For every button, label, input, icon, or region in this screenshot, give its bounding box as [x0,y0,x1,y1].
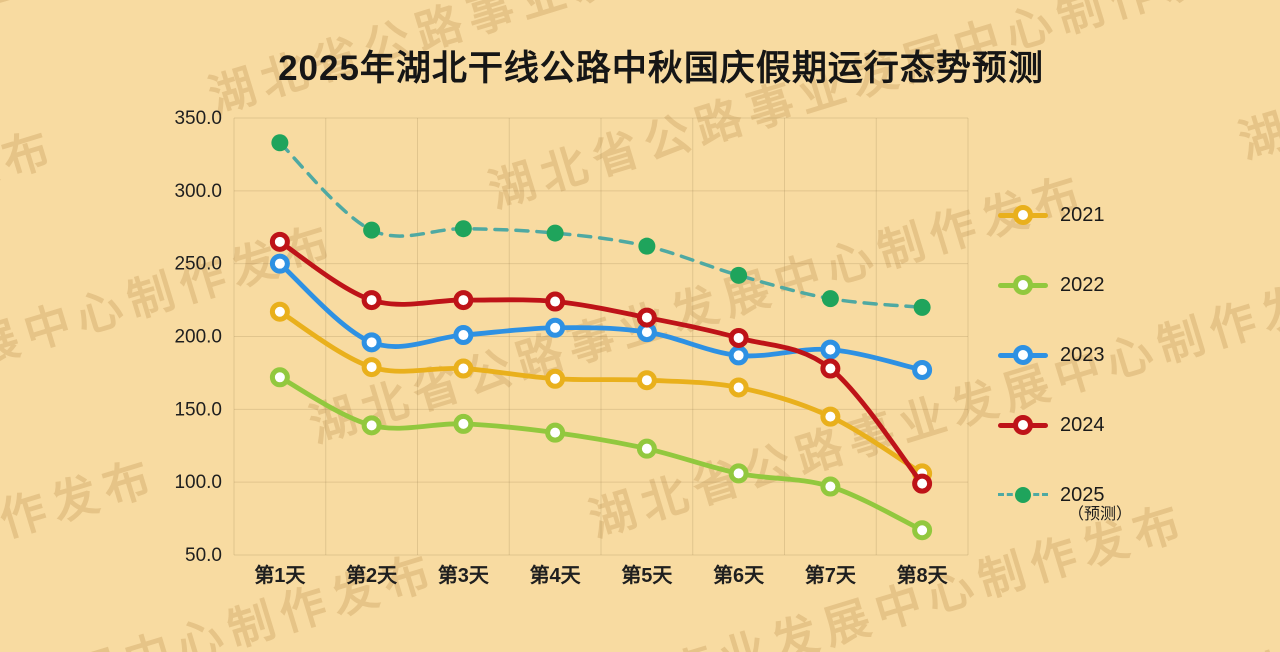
svg-text:第7天: 第7天 [805,563,857,587]
legend-item-2025: 2025 （预测） [998,484,1132,523]
svg-text:100.0: 100.0 [174,472,222,493]
svg-text:50.0: 50.0 [185,545,222,566]
svg-text:第6天: 第6天 [713,563,765,587]
legend-item-2024: 2024 [998,415,1132,435]
chart-legend: 2021 2022 2023 2024 2025 （预测） [998,205,1132,555]
legend-label-2021: 2021 [1060,204,1105,226]
legend-marker-2022-icon [998,275,1048,295]
legend-label-2023: 2023 [1060,344,1105,366]
svg-text:第2天: 第2天 [346,563,398,587]
svg-text:第3天: 第3天 [438,563,490,587]
svg-text:350.0: 350.0 [174,108,222,129]
legend-marker-2023-icon [998,345,1048,365]
legend-label-2024: 2024 [1060,414,1105,436]
svg-text:150.0: 150.0 [174,399,222,420]
legend-label-2022: 2022 [1060,274,1105,296]
chart-title: 2025年湖北干线公路中秋国庆假期运行态势预测 [278,49,1044,88]
svg-text:250.0: 250.0 [174,254,222,275]
legend-sublabel-forecast: （预测） [1068,506,1133,523]
legend-label-2025: 2025 [1060,484,1105,506]
legend-item-2023: 2023 [998,345,1132,365]
svg-text:第8天: 第8天 [897,563,949,587]
legend-marker-2021-icon [998,205,1048,225]
legend-item-2021: 2021 [998,205,1132,225]
legend-item-2022: 2022 [998,275,1132,295]
svg-text:200.0: 200.0 [174,327,222,348]
svg-text:第4天: 第4天 [530,563,582,587]
legend-marker-2025-icon [998,485,1048,505]
svg-text:300.0: 300.0 [174,181,222,202]
legend-marker-2024-icon [998,415,1048,435]
svg-text:第5天: 第5天 [621,563,673,587]
svg-text:第1天: 第1天 [254,563,306,587]
